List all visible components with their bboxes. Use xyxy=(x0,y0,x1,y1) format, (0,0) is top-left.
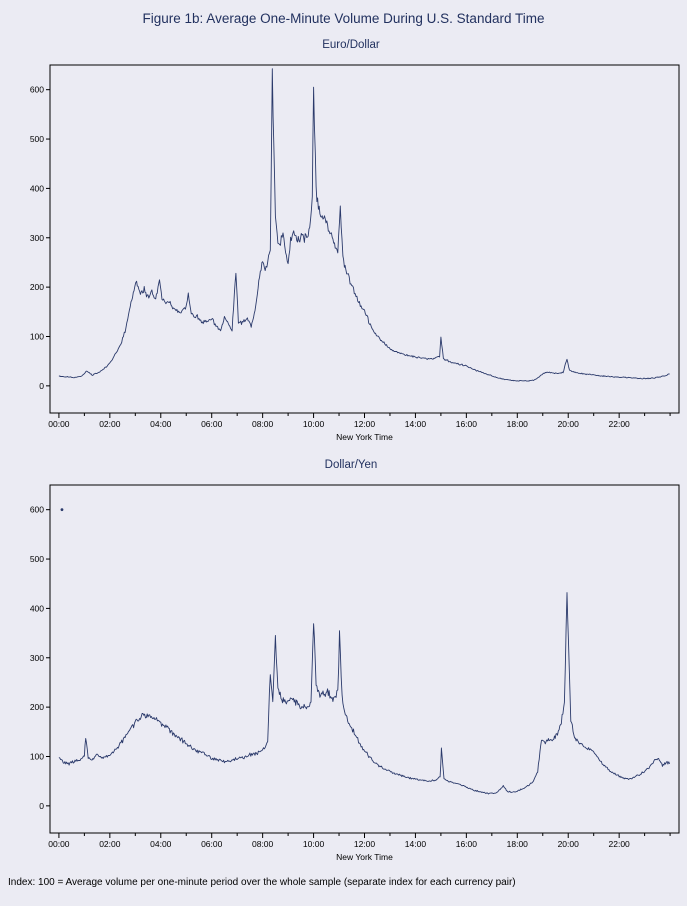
y-tick-label: 500 xyxy=(30,554,44,564)
y-tick-label: 200 xyxy=(30,702,44,712)
y-tick-label: 600 xyxy=(30,505,44,515)
x-tick-label: 04:00 xyxy=(150,419,172,429)
x-tick-label: 00:00 xyxy=(48,839,70,849)
y-tick-label: 500 xyxy=(30,134,44,144)
y-tick-label: 200 xyxy=(30,282,44,292)
x-tick-label: 02:00 xyxy=(99,839,121,849)
y-tick-label: 0 xyxy=(39,801,44,811)
x-tick-label: 12:00 xyxy=(354,839,376,849)
x-tick-label: 16:00 xyxy=(456,839,478,849)
y-tick-label: 300 xyxy=(30,653,44,663)
y-tick-label: 0 xyxy=(39,381,44,391)
x-tick-label: 22:00 xyxy=(609,839,631,849)
x-tick-label: 18:00 xyxy=(507,419,529,429)
x-axis-label: New York Time xyxy=(336,852,393,862)
x-tick-label: 08:00 xyxy=(252,419,274,429)
y-tick-label: 100 xyxy=(30,331,44,341)
x-tick-label: 08:00 xyxy=(252,839,274,849)
y-tick-label: 600 xyxy=(30,85,44,95)
x-axis: 00:00 02:00 04:00 06:00 08:00 10:00 12:00 14:00… xyxy=(48,413,671,429)
x-tick-label: 20:00 xyxy=(558,419,580,429)
x-tick-label: 12:00 xyxy=(354,419,376,429)
y-tick-label: 100 xyxy=(30,751,44,761)
plot-frame xyxy=(49,64,680,414)
x-tick-label: 02:00 xyxy=(99,419,121,429)
figure-title: Figure 1b: Average One-Minute Volume Dur… xyxy=(142,11,545,26)
chart-plot-dollar-yen: 0 100 200 300 400 500 600 00:00 02:00 04:00 06:00 0… xyxy=(18,473,684,868)
x-tick-label: 14:00 xyxy=(405,419,427,429)
chart-title-euro-dollar: Euro/Dollar xyxy=(322,39,380,51)
x-tick-label: 16:00 xyxy=(456,419,478,429)
x-tick-label: 06:00 xyxy=(201,839,223,849)
chart-euro-dollar: Euro/Dollar 0 100 200 300 400 500 600 00:00 02:0… xyxy=(18,37,684,448)
outlier-point xyxy=(60,508,64,512)
x-tick-label: 18:00 xyxy=(507,839,529,849)
x-tick-label: 10:00 xyxy=(303,839,325,849)
plot-frame xyxy=(49,484,680,834)
x-axis-label: New York Time xyxy=(336,432,393,442)
y-axis: 0 100 200 300 400 500 600 xyxy=(30,85,50,391)
y-tick-label: 400 xyxy=(30,603,44,613)
x-tick-label: 10:00 xyxy=(303,419,325,429)
y-axis: 0 100 200 300 400 500 600 xyxy=(30,505,50,811)
y-tick-label: 300 xyxy=(30,233,44,243)
chart-title-dollar-yen: Dollar/Yen xyxy=(324,459,378,471)
chart-dollar-yen: Dollar/Yen 0 100 200 300 400 500 600 00:00 02:00… xyxy=(18,457,684,868)
x-axis: 00:00 02:00 04:00 06:00 08:00 10:00 12:00 14:00… xyxy=(48,833,671,849)
footnote: Index: 100 = Average volume per one-minu… xyxy=(8,877,516,888)
x-tick-label: 04:00 xyxy=(150,839,172,849)
x-tick-label: 22:00 xyxy=(609,419,631,429)
dollar-yen-series-line xyxy=(58,592,671,795)
x-tick-label: 06:00 xyxy=(201,419,223,429)
y-tick-label: 400 xyxy=(30,183,44,193)
x-tick-label: 00:00 xyxy=(48,419,70,429)
chart-plot-euro-dollar: 0 100 200 300 400 500 600 00:00 02:00 04:00 06:00 0… xyxy=(18,53,684,448)
euro-dollar-series-line xyxy=(58,68,670,382)
x-tick-label: 14:00 xyxy=(405,839,427,849)
x-tick-label: 20:00 xyxy=(558,839,580,849)
